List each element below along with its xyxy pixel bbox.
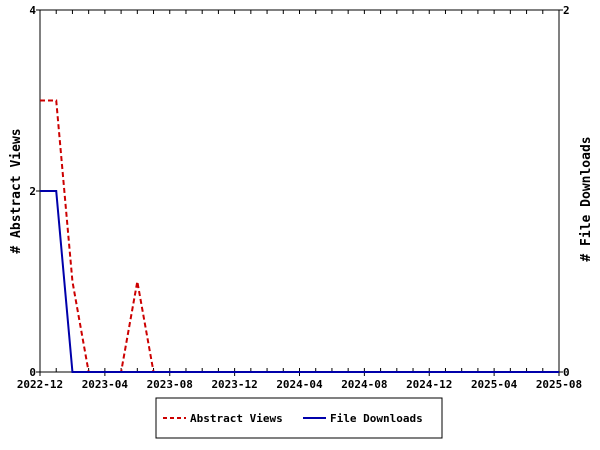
x-tick-label: 2023-04 — [82, 378, 129, 391]
x-tick-label: 2024-08 — [341, 378, 387, 391]
legend-label-file-downloads: File Downloads — [330, 412, 423, 425]
y-tick-label-left: 2 — [29, 185, 36, 198]
x-tick-label: 2022-12 — [17, 378, 63, 391]
y-axis-ticks: 0 2 4 0 2 — [29, 4, 569, 379]
y-tick-label-right: 2 — [563, 4, 570, 17]
legend-label-abstract-views: Abstract Views — [190, 412, 283, 425]
y-tick-label-right: 0 — [563, 366, 570, 379]
series-layer — [40, 99, 559, 373]
x-tick-label: 2024-12 — [406, 378, 452, 391]
y-axis-title-right: # File Downloads — [579, 136, 594, 261]
y-axis-title-left: # Abstract Views — [9, 128, 24, 253]
legend: Abstract Views File Downloads — [155, 397, 443, 439]
series-line-file-downloads — [40, 190, 559, 373]
x-tick-label: 2023-08 — [147, 378, 193, 391]
x-tick-label: 2024-04 — [276, 378, 323, 391]
y-tick-label-left: 4 — [29, 4, 36, 17]
x-tick-label: 2025-08 — [536, 378, 582, 391]
x-axis-ticks: 2022-12 2023-04 2023-08 2023-12 2024-04 2024-… — [17, 10, 582, 391]
x-tick-label: 2025-04 — [471, 378, 518, 391]
y-tick-label-left: 0 — [29, 366, 36, 379]
legend-box — [155, 397, 443, 439]
plot-area — [39, 9, 560, 373]
x-tick-label: 2023-12 — [211, 378, 257, 391]
